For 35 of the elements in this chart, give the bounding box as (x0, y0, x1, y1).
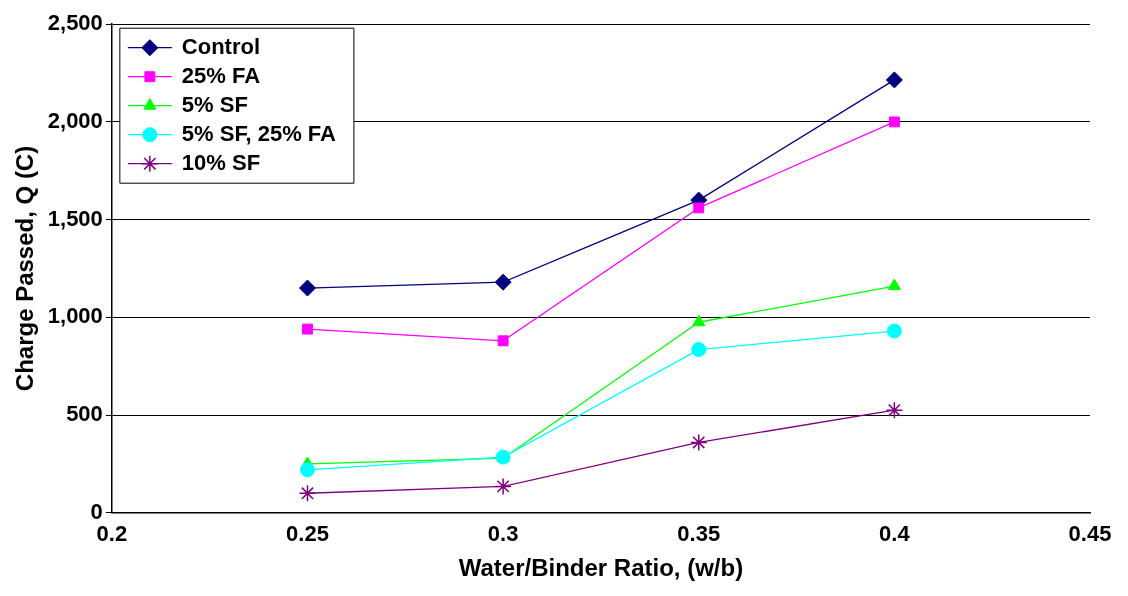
legend-label: 5% SF, 25% FA (181, 120, 337, 146)
legend-label: 5% SF (181, 91, 248, 117)
point (888, 116, 900, 128)
point (887, 278, 901, 291)
point (885, 401, 904, 419)
y-tick-label: 500 (66, 401, 103, 427)
x-tick-label: 0.45 (1068, 521, 1112, 547)
point (886, 323, 902, 339)
legend-label: 10% SF (181, 149, 261, 175)
legend-label: Control (181, 33, 261, 59)
point (885, 71, 903, 89)
point (494, 477, 512, 496)
y-tick-label: 2,000 (47, 107, 103, 133)
point (692, 314, 706, 327)
x-tick-label: 0.3 (487, 521, 519, 547)
y-axis-title: Charge Passed, Q (C) (11, 145, 39, 392)
point (299, 462, 315, 478)
x-tick-label: 0.35 (677, 521, 721, 547)
y-tick-label: 2,500 (47, 10, 103, 36)
point (298, 279, 316, 297)
point (691, 342, 707, 358)
y-tick-label: 1,000 (47, 303, 103, 329)
y-tick-label: 1,500 (47, 205, 103, 231)
point (693, 202, 705, 214)
x-tick-label: 0.4 (879, 521, 911, 547)
x-tick-label: 0.2 (96, 521, 128, 547)
y-tick-label: 0 (90, 498, 103, 524)
point (494, 273, 512, 291)
point (497, 335, 509, 347)
x-tick-label: 0.25 (286, 521, 329, 547)
x-axis-title: Water/Binder Ratio, (w/b) (458, 554, 744, 582)
point (689, 433, 708, 452)
point (298, 484, 317, 503)
point (302, 323, 313, 335)
legend-label: 25% FA (181, 62, 261, 88)
